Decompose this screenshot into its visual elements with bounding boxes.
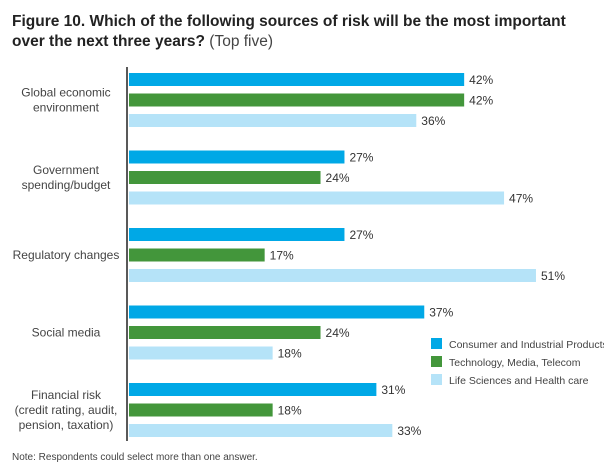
chart-subtitle: (Top five) — [209, 33, 274, 50]
bar-1 — [129, 228, 345, 241]
bar-1 — [129, 73, 465, 86]
category-label: Regulatory changes — [13, 248, 120, 262]
legend-label: Technology, Media, Telecom — [449, 357, 581, 369]
data-label: 27% — [349, 151, 373, 165]
bar-3 — [129, 114, 417, 127]
data-label: 42% — [469, 73, 493, 87]
data-label: 17% — [270, 249, 294, 263]
data-label: 51% — [541, 269, 565, 283]
category-label: Financial risk (credit rating, audit, pens… — [15, 388, 118, 432]
category-label: Social media — [32, 326, 101, 340]
bar-1 — [129, 150, 345, 164]
legend-swatch — [431, 374, 442, 385]
bar-3 — [129, 346, 273, 360]
data-label: 24% — [326, 326, 350, 340]
data-label: 47% — [509, 192, 533, 206]
data-label: 18% — [278, 404, 302, 418]
bar-2 — [129, 326, 321, 339]
bar-2 — [129, 403, 273, 417]
bar-2 — [129, 171, 321, 184]
bar-3 — [129, 269, 536, 282]
data-label: 24% — [326, 171, 350, 185]
legend-label: Life Sciences and Health care — [449, 375, 589, 387]
data-label: 18% — [278, 347, 302, 361]
data-label: 36% — [421, 114, 445, 128]
bar-2 — [129, 93, 465, 107]
category-label: Government spending/budget — [22, 163, 111, 192]
legend-label: Consumer and Industrial Products — [449, 339, 604, 351]
chart-title: Figure 10. Which of the following source… — [12, 13, 566, 50]
data-label: 31% — [381, 383, 405, 397]
category-label: Global economic environment — [21, 86, 110, 115]
data-label: 27% — [349, 228, 373, 242]
bar-1 — [129, 383, 377, 396]
data-label: 37% — [429, 306, 453, 320]
data-label: 42% — [469, 94, 493, 108]
legend-swatch — [431, 338, 442, 349]
legend-swatch — [431, 356, 442, 367]
bar-3 — [129, 424, 393, 437]
bar-3 — [129, 191, 505, 205]
footnote: Note: Respondents could select more than… — [12, 452, 258, 463]
bar-2 — [129, 248, 265, 262]
bar-1 — [129, 305, 425, 319]
data-label: 33% — [397, 424, 421, 438]
